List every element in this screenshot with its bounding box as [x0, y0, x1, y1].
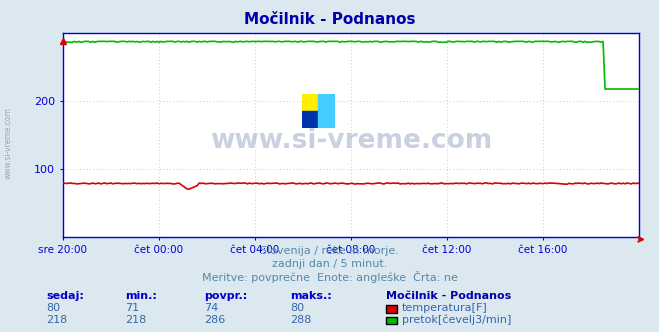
Text: 74: 74 [204, 303, 219, 313]
Text: Močilnik - Podnanos: Močilnik - Podnanos [386, 291, 511, 301]
Text: 286: 286 [204, 315, 225, 325]
Text: 218: 218 [46, 315, 67, 325]
Text: povpr.:: povpr.: [204, 291, 248, 301]
Text: 80: 80 [46, 303, 60, 313]
Text: Meritve: povprečne  Enote: angleške  Črta: ne: Meritve: povprečne Enote: angleške Črta:… [202, 271, 457, 283]
Text: www.si-vreme.com: www.si-vreme.com [3, 107, 13, 179]
Text: zadnji dan / 5 minut.: zadnji dan / 5 minut. [272, 259, 387, 269]
Text: www.si-vreme.com: www.si-vreme.com [210, 128, 492, 154]
Text: 218: 218 [125, 315, 146, 325]
Text: Močilnik - Podnanos: Močilnik - Podnanos [244, 12, 415, 27]
Text: sedaj:: sedaj: [46, 291, 84, 301]
Text: maks.:: maks.: [290, 291, 331, 301]
Text: Slovenija / reke in morje.: Slovenija / reke in morje. [260, 246, 399, 256]
Text: 71: 71 [125, 303, 139, 313]
Text: 80: 80 [290, 303, 304, 313]
Text: pretok[čevelj3/min]: pretok[čevelj3/min] [402, 314, 511, 325]
Text: min.:: min.: [125, 291, 157, 301]
Text: temperatura[F]: temperatura[F] [402, 303, 488, 313]
Text: 288: 288 [290, 315, 311, 325]
